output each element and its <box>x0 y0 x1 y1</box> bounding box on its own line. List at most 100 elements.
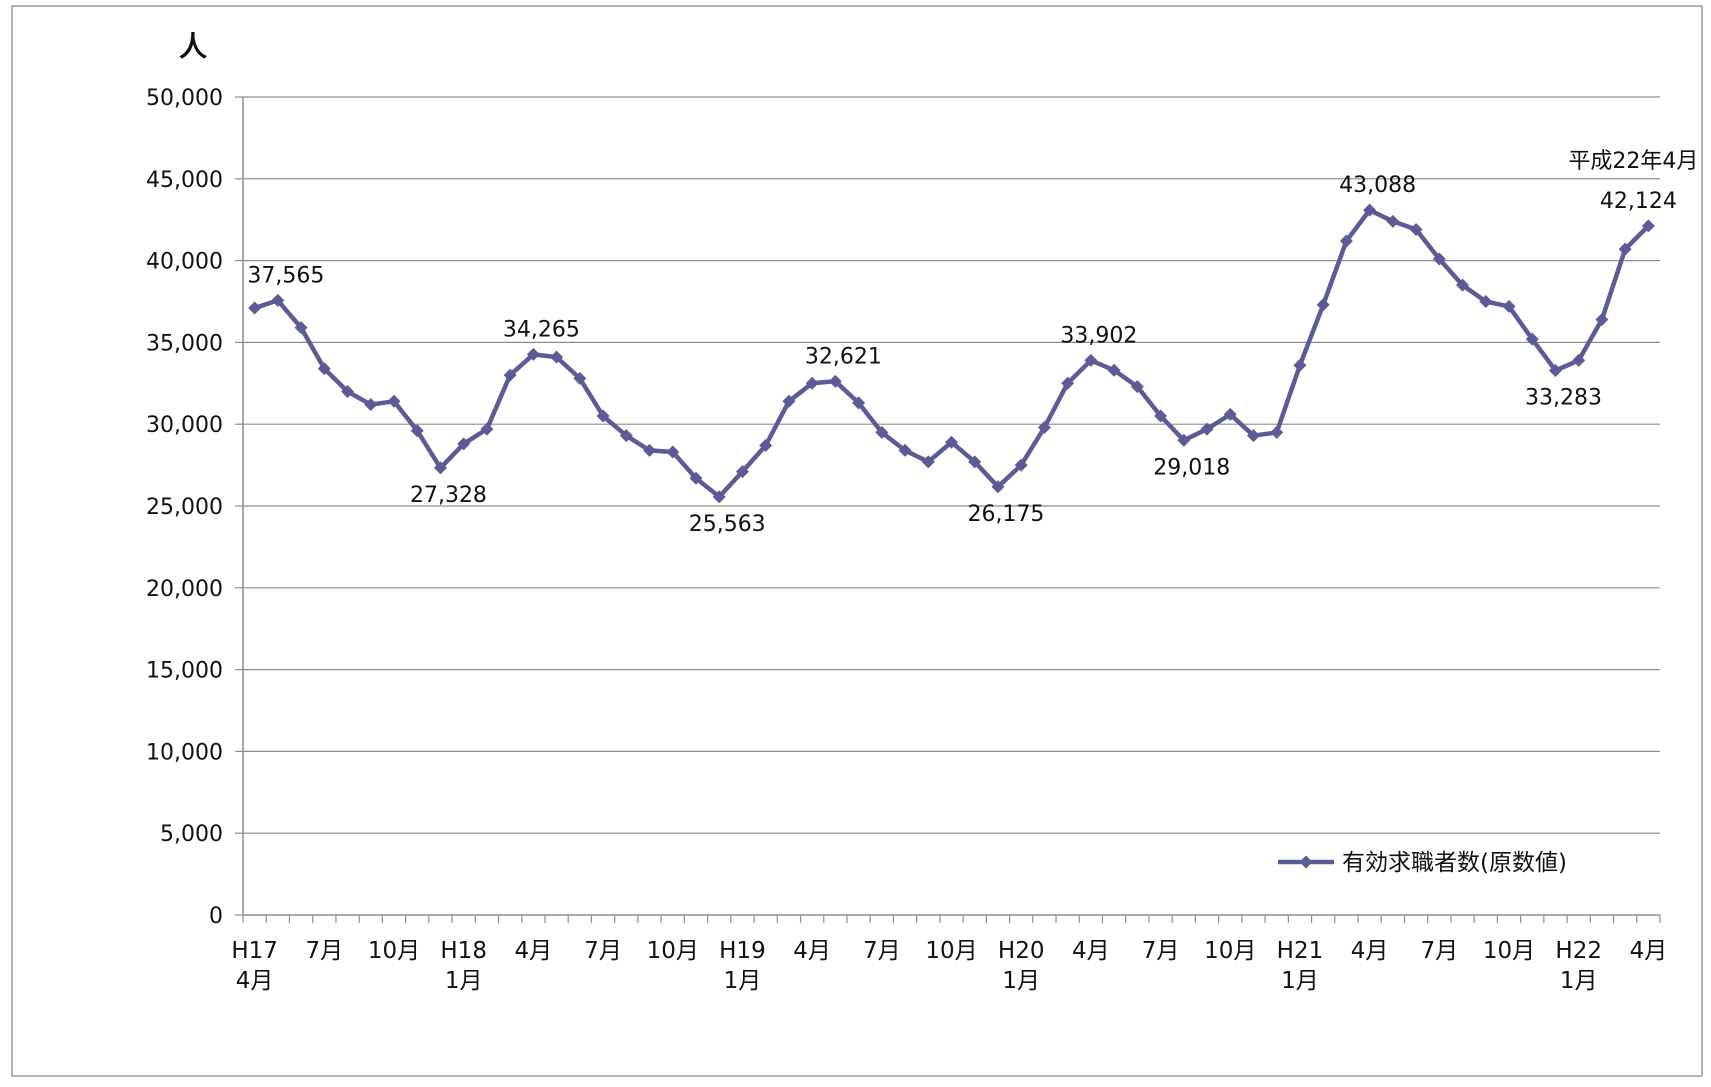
x-tick-label: H21 <box>1277 938 1324 964</box>
x-tick-label: 7月 <box>1142 938 1180 964</box>
data-point-marker <box>1154 409 1168 423</box>
legend-label: 有効求職者数(原数値) <box>1342 850 1567 876</box>
data-point-marker <box>1037 420 1051 434</box>
axes: 0 5,000 10,000 15,000 20,000 25,000 30,000 35,0… <box>146 30 1667 994</box>
y-tick-label: 5,000 <box>160 822 223 847</box>
data-point-marker <box>1572 353 1586 367</box>
data-label: 34,265 <box>503 317 580 342</box>
x-tick-label: 1月 <box>1560 968 1598 994</box>
data-point-marker <box>573 371 587 385</box>
data-label: 27,328 <box>410 483 487 508</box>
data-point-marker <box>1456 278 1470 292</box>
data-label: 33,283 <box>1525 385 1602 410</box>
data-point-marker <box>782 394 796 408</box>
annotation-label: 平成22年4月 <box>1568 149 1698 174</box>
x-tick-label: H20 <box>998 938 1045 964</box>
y-tick-label: 30,000 <box>146 413 223 438</box>
y-tick-label: 35,000 <box>146 331 223 356</box>
data-point-marker <box>898 443 912 457</box>
x-tick-label: 4月 <box>1072 938 1110 964</box>
y-tick-label: 0 <box>209 904 223 929</box>
data-point-marker <box>1641 219 1655 233</box>
data-point-marker <box>643 443 657 457</box>
data-point-marker <box>735 465 749 479</box>
y-tick-label: 10,000 <box>146 740 223 765</box>
data-point-marker <box>1618 242 1632 256</box>
data-point-marker <box>1525 332 1539 346</box>
x-tick-label: 4月 <box>793 938 831 964</box>
data-point-marker <box>1293 358 1307 372</box>
data-point-marker <box>968 455 982 469</box>
data-point-marker <box>526 347 540 361</box>
data-point-marker <box>1246 429 1260 443</box>
data-point-marker <box>1363 203 1377 217</box>
x-tick-label: 1月 <box>1281 968 1319 994</box>
data-point-marker <box>550 350 564 364</box>
y-tick-label: 40,000 <box>146 250 223 275</box>
data-label: 33,902 <box>1060 323 1137 348</box>
data-label: 42,124 <box>1600 189 1677 214</box>
data-labels: 37,565 27,328 34,265 25,563 32,621 26,175 33,9… <box>247 149 1698 537</box>
data-point-marker <box>1432 252 1446 266</box>
data-point-marker <box>1061 376 1075 390</box>
x-tick-label: 4月 <box>236 968 274 994</box>
data-point-marker <box>317 362 331 376</box>
data-point-marker <box>1084 353 1098 367</box>
data-point-marker <box>759 438 773 452</box>
data-label: 29,018 <box>1153 455 1230 480</box>
x-tick-label: 10月 <box>1204 938 1256 964</box>
data-point-marker <box>1502 299 1516 313</box>
data-label: 26,175 <box>967 502 1044 527</box>
y-tick-label: 50,000 <box>146 86 223 111</box>
data-point-marker <box>248 301 262 315</box>
data-point-marker <box>1409 223 1423 237</box>
data-point-marker <box>805 376 819 390</box>
data-point-marker <box>364 398 378 412</box>
x-tick-label: 4月 <box>1630 938 1668 964</box>
x-tick-label: 7月 <box>305 938 343 964</box>
data-point-marker <box>457 437 471 451</box>
data-point-marker <box>1595 312 1609 326</box>
x-tick-label: 4月 <box>515 938 553 964</box>
data-point-marker <box>503 368 517 382</box>
data-point-marker <box>1316 298 1330 312</box>
x-tick-label: 7月 <box>584 938 622 964</box>
x-tick-label: 4月 <box>1351 938 1389 964</box>
data-point-marker <box>410 424 424 438</box>
data-point-marker <box>875 425 889 439</box>
y-tick-label: 45,000 <box>146 168 223 193</box>
data-point-marker <box>480 422 494 436</box>
data-point-marker <box>991 480 1005 494</box>
x-tick-label: 10月 <box>647 938 699 964</box>
series <box>248 203 1655 504</box>
data-point-marker <box>341 384 355 398</box>
x-tick-label: H17 <box>231 938 278 964</box>
legend: 有効求職者数(原数値) <box>1278 850 1567 876</box>
data-point-marker <box>852 396 866 410</box>
data-label: 43,088 <box>1339 173 1416 198</box>
data-point-marker <box>387 394 401 408</box>
chart-frame <box>11 5 1703 1077</box>
data-point-marker <box>666 445 680 459</box>
x-tick-label: 10月 <box>1483 938 1535 964</box>
x-tick-label: 7月 <box>863 938 901 964</box>
data-point-marker <box>945 435 958 449</box>
data-label: 25,563 <box>689 512 766 537</box>
data-point-marker <box>294 321 308 335</box>
data-point-marker <box>1339 234 1353 248</box>
data-point-marker <box>596 409 610 423</box>
data-point-marker <box>1177 433 1191 447</box>
data-point-marker <box>921 455 935 469</box>
data-point-marker <box>1386 214 1400 228</box>
data-point-marker <box>1270 425 1284 439</box>
x-tick-label: 1月 <box>445 968 483 994</box>
data-point-marker <box>619 429 633 443</box>
data-point-marker <box>1479 295 1493 308</box>
data-point-marker <box>689 471 703 485</box>
x-tick-label: H19 <box>719 938 766 964</box>
gridlines <box>243 96 1660 834</box>
y-tick-label: 25,000 <box>146 495 223 520</box>
data-point-marker <box>712 490 726 504</box>
